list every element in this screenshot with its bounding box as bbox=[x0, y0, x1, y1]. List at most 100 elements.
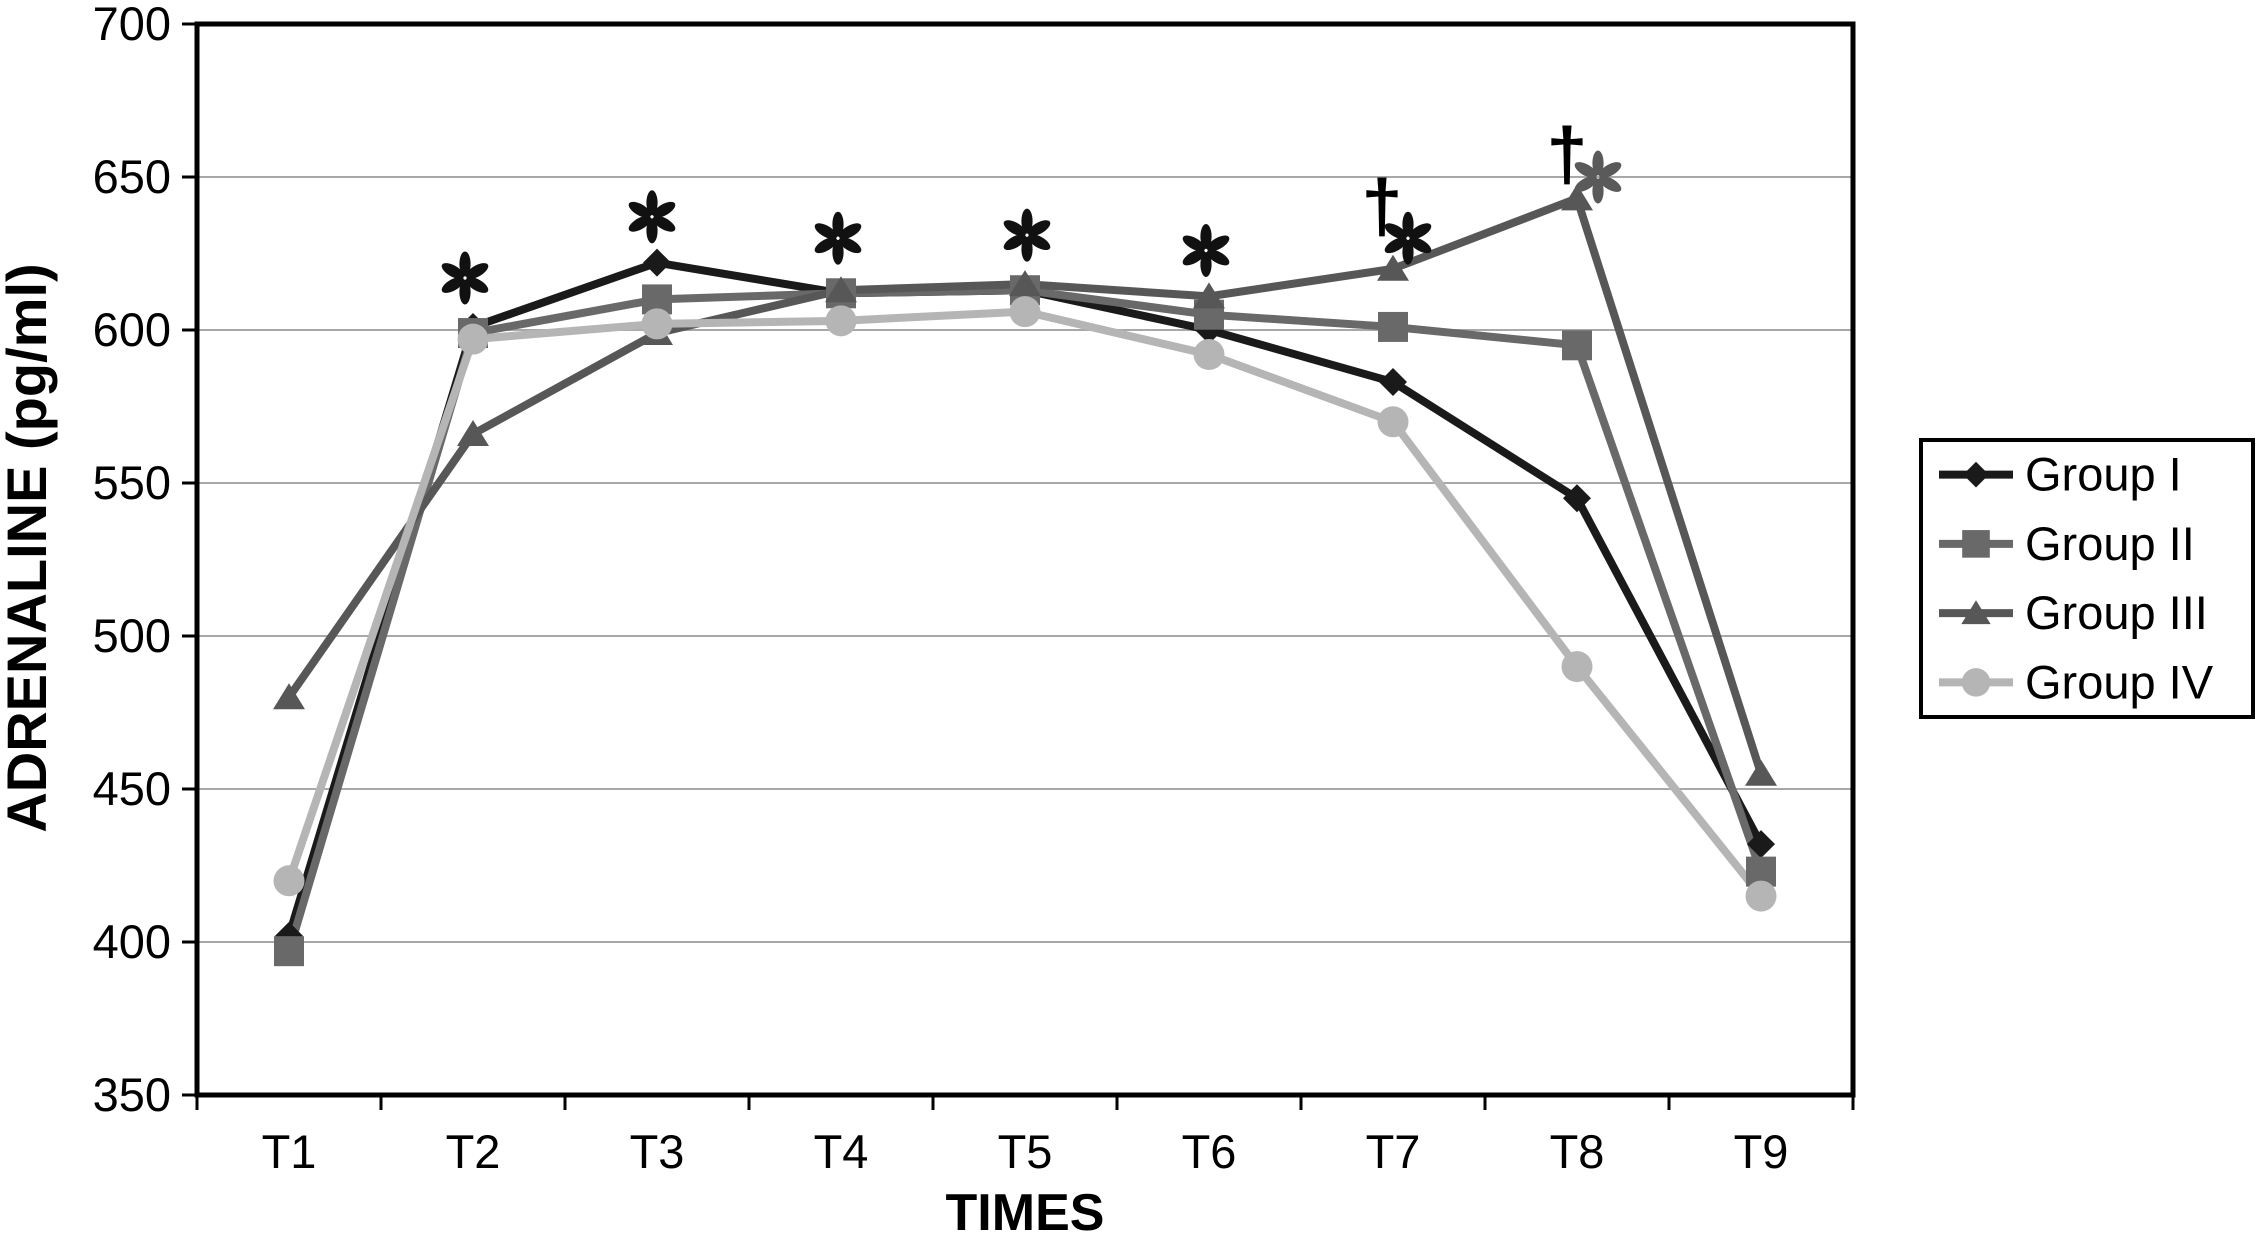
legend-item-group-iv: Group IV bbox=[1939, 655, 2214, 708]
x-category-label: T4 bbox=[814, 1125, 869, 1178]
asterisk-petal bbox=[1384, 223, 1408, 240]
asterisk-petal bbox=[832, 211, 844, 237]
y-tick-label: 400 bbox=[93, 915, 171, 968]
asterisk-petal bbox=[646, 190, 658, 216]
marker-group-iv-T9 bbox=[1745, 880, 1777, 912]
asterisk-petal bbox=[832, 239, 844, 265]
asterisk-petal bbox=[465, 263, 489, 279]
y-tick-label: 600 bbox=[93, 303, 171, 356]
annotation-asterisk bbox=[814, 211, 862, 265]
y-tick-label: 700 bbox=[93, 0, 171, 50]
y-tick-label: 350 bbox=[93, 1068, 171, 1121]
marker-group-i-T9 bbox=[1747, 830, 1775, 859]
asterisk-petal bbox=[1021, 208, 1033, 234]
asterisk-petal bbox=[1200, 223, 1212, 249]
asterisk-petal bbox=[441, 263, 465, 279]
x-category-label: T3 bbox=[630, 1125, 685, 1178]
chart-render-root: 350 400 450 500 550 600 650 700 T1 T2 T3 T4 T5 T6 T7 T8… bbox=[93, 0, 2255, 1178]
legend-marker-square bbox=[1962, 530, 1990, 558]
y-tick-label: 650 bbox=[93, 150, 171, 203]
asterisk-petal bbox=[1408, 237, 1432, 254]
plot-frame bbox=[194, 21, 1856, 1098]
asterisk-petal bbox=[1598, 176, 1622, 192]
marker-group-iii-T1 bbox=[273, 683, 305, 710]
asterisk-petal bbox=[838, 223, 862, 240]
series-line-group-i bbox=[285, 258, 1765, 938]
marker-group-iv-T6 bbox=[1193, 338, 1225, 370]
annotation-asterisk bbox=[1182, 223, 1230, 277]
x-category-label: T7 bbox=[1366, 1125, 1421, 1178]
asterisk-petal bbox=[646, 218, 658, 244]
marker-group-iii-T2 bbox=[457, 420, 489, 447]
asterisk-petal bbox=[1003, 220, 1027, 237]
marker-group-iv-T4 bbox=[825, 305, 857, 337]
legend-label: Group III bbox=[2025, 586, 2208, 639]
x-category-label: T9 bbox=[1734, 1125, 1789, 1178]
asterisk-petal bbox=[1027, 220, 1051, 237]
legend-item-group-i: Group I bbox=[1939, 448, 2182, 501]
series-markers-group-iv bbox=[273, 296, 1777, 912]
legend: Group I Group II Group III Group IV bbox=[1919, 438, 2255, 719]
y-tick-label: 550 bbox=[93, 456, 171, 509]
asterisk-petal bbox=[459, 279, 471, 305]
annotation-asterisk bbox=[441, 251, 489, 305]
legend-marker-triangle bbox=[1961, 600, 1991, 625]
asterisk-petal bbox=[628, 201, 652, 218]
legend-marker-diamond bbox=[1963, 461, 1989, 488]
marker-group-iv-T1 bbox=[273, 865, 305, 897]
y-tick-label: 450 bbox=[93, 762, 171, 815]
asterisk-petal bbox=[1592, 150, 1604, 176]
asterisk-petal bbox=[814, 237, 838, 254]
marker-group-iii-T4 bbox=[825, 276, 857, 303]
asterisk-petal bbox=[652, 215, 676, 232]
y-tick-label: 500 bbox=[93, 609, 171, 662]
marker-group-iv-T5 bbox=[1009, 296, 1041, 328]
x-category-label: T1 bbox=[262, 1125, 317, 1178]
marker-group-i-T7 bbox=[1379, 368, 1407, 397]
asterisk-petal bbox=[1200, 251, 1212, 277]
legend-label: Group I bbox=[2025, 448, 2182, 501]
asterisk-petal bbox=[1574, 176, 1598, 192]
asterisk-petal bbox=[1408, 223, 1432, 240]
asterisk-petal bbox=[1182, 235, 1206, 252]
asterisk-petal bbox=[1003, 234, 1027, 251]
x-category-label: T5 bbox=[998, 1125, 1053, 1178]
legend-label: Group II bbox=[2025, 517, 2195, 570]
marker-group-iv-T3 bbox=[641, 308, 673, 340]
asterisk-petal bbox=[441, 277, 465, 293]
legend-item-group-iii: Group III bbox=[1939, 586, 2208, 639]
marker-group-iv-T8 bbox=[1561, 651, 1593, 683]
marker-group-i-T3 bbox=[643, 248, 671, 277]
marker-group-i-T8 bbox=[1563, 484, 1591, 513]
series-markers-group-iii bbox=[273, 184, 1777, 786]
annotation-asterisk bbox=[1574, 150, 1622, 204]
y-axis-title: ADRENALINE (pg/ml) bbox=[0, 263, 58, 832]
series-line-group-iv bbox=[285, 307, 1765, 899]
annotation-asterisk bbox=[628, 190, 676, 244]
asterisk-petal bbox=[1206, 249, 1230, 266]
asterisk-petal bbox=[1021, 236, 1033, 262]
asterisk-petal bbox=[465, 277, 489, 293]
asterisk-petal bbox=[1592, 178, 1604, 204]
asterisk-petal bbox=[1574, 162, 1598, 178]
marker-group-iv-T2 bbox=[457, 323, 489, 355]
series-markers-group-i bbox=[275, 248, 1775, 950]
series-markers-group-ii bbox=[274, 275, 1776, 967]
asterisk-petal bbox=[814, 223, 838, 240]
marker-group-ii-T8 bbox=[1562, 330, 1592, 361]
legend-item-group-ii: Group II bbox=[1939, 517, 2195, 570]
x-axis-title: TIMES bbox=[946, 1184, 1105, 1242]
annotation-asterisk bbox=[1384, 211, 1432, 265]
marker-group-iv-T7 bbox=[1377, 406, 1409, 438]
marker-group-iii-T7 bbox=[1377, 254, 1409, 281]
x-category-label: T2 bbox=[446, 1125, 501, 1178]
asterisk-petal bbox=[1206, 235, 1230, 252]
legend-marker-circle bbox=[1961, 668, 1991, 697]
asterisk-petal bbox=[838, 237, 862, 254]
x-category-label: T6 bbox=[1182, 1125, 1237, 1178]
asterisk-petal bbox=[1182, 249, 1206, 266]
asterisk-petal bbox=[1402, 211, 1414, 237]
asterisk-petal bbox=[459, 251, 471, 277]
